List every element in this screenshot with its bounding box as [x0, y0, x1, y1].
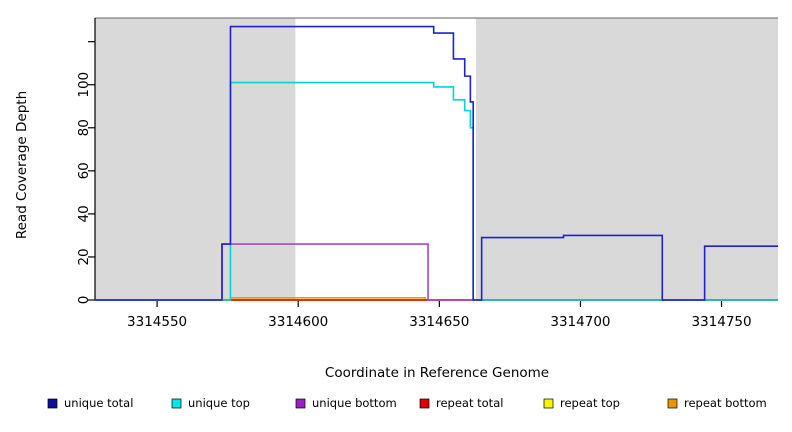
- legend-swatch-unique-total: [47, 398, 58, 409]
- y-tick-label-0: 0: [76, 296, 92, 305]
- x-tick-label-3314700: 3314700: [550, 314, 610, 330]
- x-tick-label-3314650: 3314650: [409, 314, 469, 330]
- y-tick-label-20: 20: [76, 248, 92, 265]
- x-tick-label-3314600: 3314600: [268, 314, 328, 330]
- x-tick-label-3314550: 3314550: [127, 314, 187, 330]
- legend-label-unique-bottom: unique bottom: [312, 396, 397, 410]
- legend-swatch-repeat-top: [543, 398, 554, 409]
- series-line-unique-total: [95, 25, 778, 301]
- legend-label-repeat-top: repeat top: [560, 396, 620, 410]
- y-tick-label-80: 80: [76, 119, 92, 136]
- legend-label-repeat-bottom: repeat bottom: [684, 396, 767, 410]
- y-tick-label-100: 100: [76, 72, 92, 98]
- legend-swatch-repeat-total: [419, 398, 430, 409]
- legend-swatch-repeat-bottom: [667, 398, 678, 409]
- legend-label-repeat-total: repeat total: [436, 396, 503, 410]
- legend-swatch-unique-bottom: [295, 398, 306, 409]
- y-tick-label-40: 40: [76, 205, 92, 222]
- x-tick-label-3314750: 3314750: [691, 314, 751, 330]
- shaded-region-1: [476, 18, 778, 300]
- legend-swatch-unique-top: [171, 398, 182, 409]
- legend-label-unique-top: unique top: [188, 396, 250, 410]
- legend-label-unique-total: unique total: [64, 396, 133, 410]
- y-tick-label-60: 60: [76, 162, 92, 179]
- shaded-region-0: [95, 18, 296, 300]
